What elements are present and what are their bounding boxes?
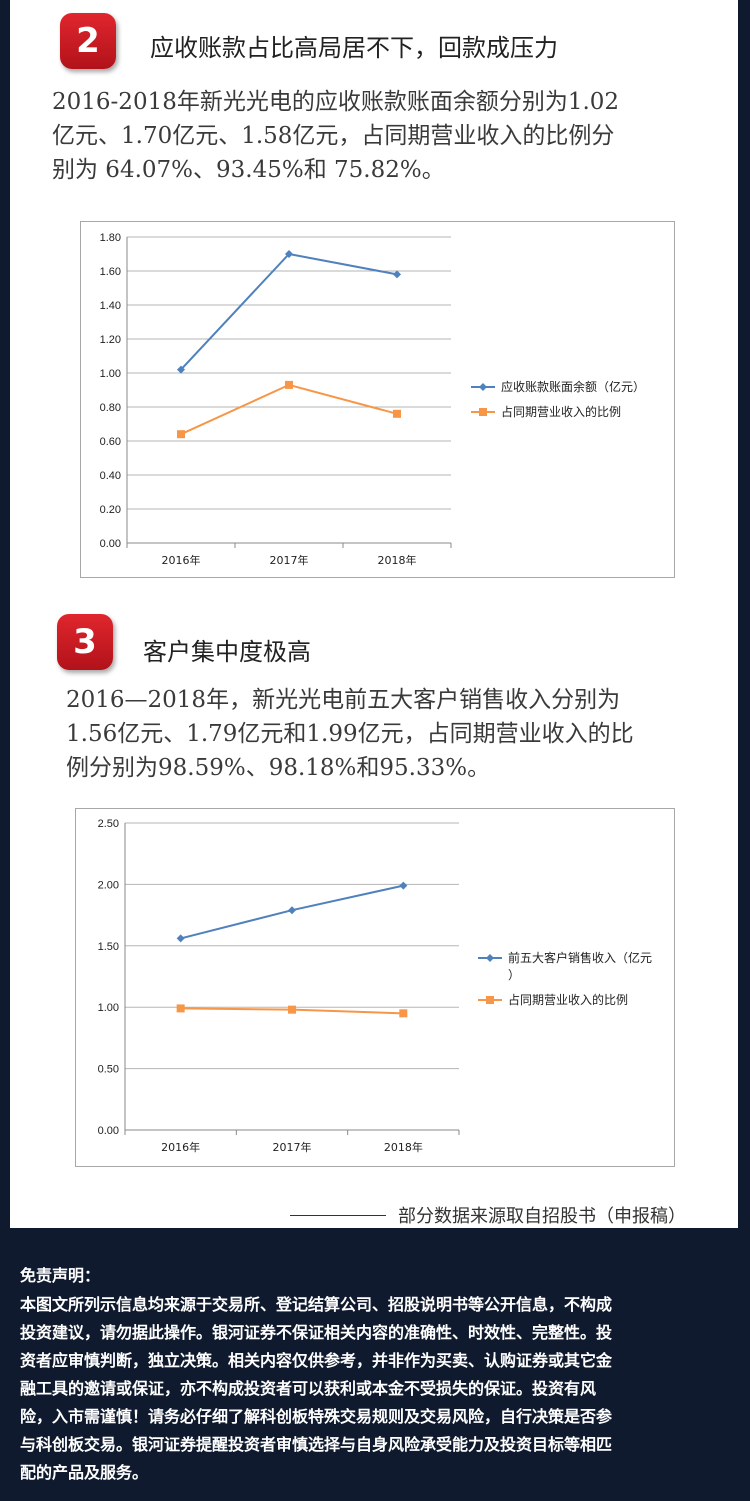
disclaimer-title: 免责声明： — [20, 1266, 101, 1285]
para-line: 例分别为98.59%、98.18%和95.33%。 — [66, 755, 491, 781]
disclaimer-line: 配的产品及服务。 — [20, 1463, 149, 1482]
chart2-data-point — [399, 1009, 408, 1018]
section-3-heading: 客户集中度极高 — [143, 638, 311, 666]
chart1-data-point — [177, 365, 185, 374]
chart2-legend-marker — [486, 996, 494, 1004]
chart1-series-line — [180, 383, 398, 436]
disclaimer: 免责声明： 本图文所列示信息均来源于交易所、登记结算公司、招股说明书等公开信息，… — [20, 1262, 732, 1487]
chart2-data-point — [288, 1005, 296, 1014]
chart2-ytick-label: 1.00 — [98, 1002, 119, 1014]
chart1-legend-marker — [479, 408, 487, 416]
para-line: 别为 64.07%、93.45%和 75.82%。 — [52, 157, 445, 183]
chart1-ytick-label: 1.60 — [100, 266, 121, 278]
chart1-xtick-label: 2016年 — [162, 553, 201, 567]
disclaimer-line: 资者应审慎判断，独立决策。相关内容仅供参考，并非作为买卖、认购证券或其它金 — [20, 1351, 613, 1370]
chart2-data-point — [176, 1004, 185, 1013]
chart1-legend-label: 占同期营业收入的比例 — [501, 404, 621, 419]
chart1-xtick-label: 2018年 — [378, 553, 417, 567]
chart2-data-point — [288, 906, 296, 915]
customer-concentration-chart: 0.00 0.50 1.00 1.50 2.00 2.50 2016年 2017年 2018年 前… — [75, 808, 675, 1167]
disclaimer-line: 险，入市需谨慎！请务必仔细了解科创板特殊交易规则及交易风险，自行决策是否参 — [20, 1407, 613, 1426]
para-line: 2016—2018年，新光光电前五大客户销售收入分别为 — [66, 687, 621, 713]
chart1-data-point — [393, 270, 401, 279]
chart2-xtick-label: 2018年 — [384, 1140, 423, 1154]
disclaimer-line: 本图文所列示信息均来源于交易所、登记结算公司、招股说明书等公开信息，不构成 — [20, 1295, 613, 1314]
para-line: 1.56亿元、1.79亿元和1.99亿元，占同期营业收入的比 — [66, 721, 634, 747]
chart1-data-point — [393, 409, 401, 418]
chart2-xtick-label: 2016年 — [161, 1140, 200, 1154]
section-3-badge: 3 — [57, 614, 113, 670]
chart1-data-point — [177, 430, 185, 439]
chart1-xtick-label: 2017年 — [270, 553, 309, 567]
chart1-ytick-label: 0.00 — [100, 538, 121, 550]
chart1-ytick-label: 0.80 — [100, 402, 121, 414]
receivables-chart: 0.00 0.20 0.40 0.60 0.80 1.00 1.20 1.40 1.60 1.80… — [80, 221, 675, 578]
disclaimer-line: 融工具的邀请或保证，亦不构成投资者可以获利或本金不受损失的保证。投资有风 — [20, 1379, 597, 1398]
chart1-ytick-label: 1.00 — [100, 368, 121, 380]
source-rule — [290, 1214, 386, 1216]
section-3-paragraph: 2016—2018年，新光光电前五大客户销售收入分别为 1.56亿元、1.79亿… — [66, 683, 634, 785]
chart2-ytick-label: 0.00 — [98, 1125, 119, 1137]
chart1-ytick-label: 0.20 — [100, 504, 121, 516]
chart2-ytick-label: 2.50 — [98, 818, 119, 830]
customer-concentration-chart-svg: 0.00 0.50 1.00 1.50 2.00 2.50 2016年 2017年 2018年 前… — [98, 818, 652, 1154]
chart1-legend-label: 应收账款账面余额（亿元） — [501, 379, 645, 394]
chart1-data-point — [285, 380, 293, 389]
chart2-legend-marker — [486, 954, 494, 962]
chart2-data-point — [399, 881, 408, 890]
chart2-ytick-label: 1.50 — [98, 941, 119, 953]
section-2-paragraph: 2016-2018年新光光电的应收账款账面余额分别为1.02 亿元、1.70亿元… — [52, 85, 619, 187]
chart2-xtick-label: 2017年 — [273, 1140, 312, 1154]
chart2-legend-label: ） — [508, 968, 520, 982]
chart1-ytick-label: 1.80 — [100, 232, 121, 244]
chart2-ytick-label: 0.50 — [98, 1064, 119, 1076]
para-line: 亿元、1.70亿元、1.58亿元，占同期营业收入的比例分 — [52, 123, 615, 149]
chart2-legend-label: 占同期营业收入的比例 — [508, 992, 628, 1007]
chart2-legend-label: 前五大客户销售收入（亿元 — [508, 950, 652, 965]
chart1-data-point — [285, 250, 293, 258]
chart1-ytick-label: 0.60 — [100, 436, 121, 448]
disclaimer-line: 与科创板交易。银河证券提醒投资者审慎选择与自身风险承受能力及投资目标等相匹 — [20, 1435, 613, 1454]
chart2-ytick-label: 2.00 — [98, 879, 119, 891]
chart1-legend-marker — [479, 383, 487, 391]
chart2-data-point — [176, 934, 185, 943]
chart1-ytick-label: 1.20 — [100, 334, 121, 346]
source-text: 部分数据来源取自招股书（申报稿） — [398, 1206, 686, 1227]
chart1-ytick-label: 1.40 — [100, 300, 121, 312]
section-2-badge: 2 — [60, 13, 116, 69]
disclaimer-line: 投资建议，请勿据此操作。银河证券不保证相关内容的准确性、时效性、完整性。投 — [20, 1323, 613, 1342]
source-note: 部分数据来源取自招股书（申报稿） — [290, 1203, 730, 1227]
chart1-ytick-label: 0.40 — [100, 470, 121, 482]
section-2-heading: 应收账款占比高局居不下，回款成压力 — [150, 34, 558, 62]
disclaimer-body: 本图文所列示信息均来源于交易所、登记结算公司、招股说明书等公开信息，不构成 投资… — [20, 1291, 732, 1487]
para-line: 2016-2018年新光光电的应收账款账面余额分别为1.02 — [52, 89, 620, 115]
receivables-chart-svg: 0.00 0.20 0.40 0.60 0.80 1.00 1.20 1.40 1.60 1.80… — [100, 232, 645, 567]
